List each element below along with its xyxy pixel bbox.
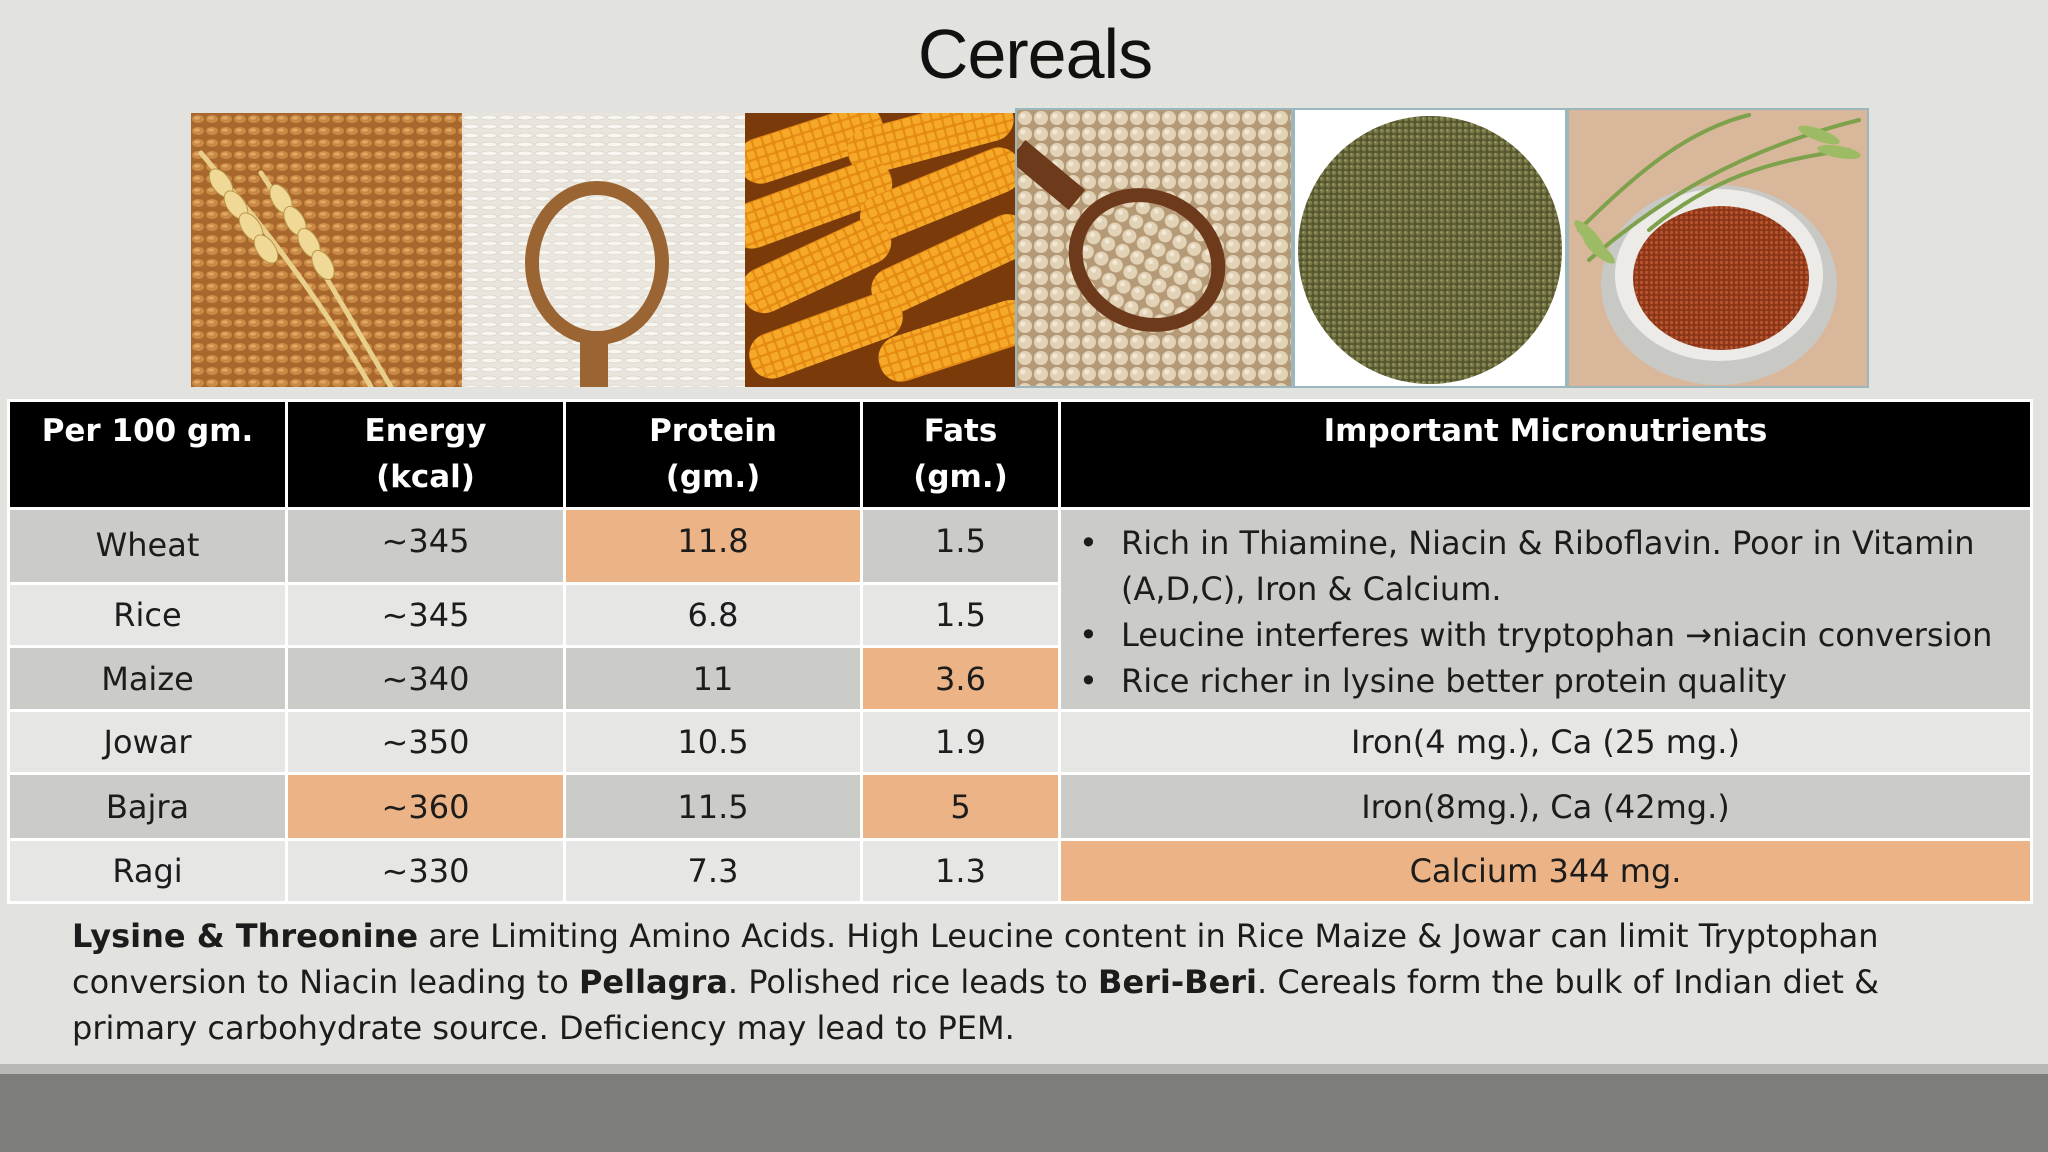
protein-value: 6.8: [563, 582, 863, 648]
micronutrients-list: Rich in Thiamine, Niacin & Riboflavin. P…: [1073, 520, 2010, 704]
footnote-text: . Polished rice leads to: [727, 963, 1099, 1001]
cereal-name: Jowar: [7, 709, 288, 775]
table-row-jowar: Jowar ~350 10.5 1.9 Iron(4 mg.), Ca (25 …: [7, 709, 2033, 775]
protein-value: 11: [563, 645, 863, 712]
fats-value: 1.5: [860, 507, 1061, 585]
cereal-name: Bajra: [7, 772, 288, 841]
micronutrients-value: Calcium 344 mg.: [1058, 838, 2033, 904]
table-row-ragi: Ragi ~330 7.3 1.3 Calcium 344 mg.: [7, 838, 2033, 904]
header-energy-unit: (kcal): [376, 459, 475, 495]
header-energy: Energy (kcal): [285, 399, 566, 510]
footnote-bold-text: Pellagra: [578, 963, 728, 1001]
table-row-wheat: Wheat ~345 11.8 1.5 Rich in Thiamine, Ni…: [7, 507, 2033, 712]
header-protein-unit: (gm.): [665, 459, 761, 495]
ragi-photo: [1567, 108, 1869, 388]
header-protein-label: Protein: [649, 413, 777, 449]
micronutrients-value: Iron(4 mg.), Ca (25 mg.): [1058, 709, 2033, 775]
fats-value: 5: [860, 772, 1061, 841]
fats-value: 1.5: [860, 582, 1061, 648]
header-fats: Fats (gm.): [860, 399, 1061, 510]
protein-value: 7.3: [563, 838, 863, 904]
header-fats-label: Fats: [923, 413, 998, 449]
soybean-photo: [1015, 108, 1293, 388]
cereal-name: Rice: [7, 582, 288, 648]
table-row-maize: Maize ~340 11 3.6: [7, 645, 2032, 712]
maize-photo: [745, 113, 1015, 387]
nutrition-table: Per 100 gm. Energy (kcal) Protein (gm.) Fa…: [7, 399, 2033, 904]
header-fats-unit: (gm.): [913, 459, 1008, 495]
protein-value: 10.5: [563, 709, 863, 775]
footer-band: [0, 1074, 2048, 1152]
header-micronutrients: Important Micronutrients: [1058, 399, 2033, 510]
cereal-name: Ragi: [7, 838, 288, 904]
energy-value: ~350: [285, 709, 566, 775]
cereal-name: Maize: [7, 645, 288, 712]
footnote-text: are Limiting Amino Acids. High Leucine c…: [72, 917, 1879, 1001]
energy-value: ~330: [285, 838, 566, 904]
table-row-rice: Rice ~345 6.8 1.5: [7, 582, 2032, 648]
header-micro-label: Important Micronutrients: [1323, 413, 1768, 449]
micronutrients-value: Iron(8mg.), Ca (42mg.): [1058, 772, 2033, 841]
protein-value: 11.5: [563, 772, 863, 841]
energy-value: ~360: [285, 772, 566, 841]
footnote-bold-text: Beri-Beri: [1098, 963, 1258, 1001]
table-row-bajra: Bajra ~360 11.5 5 Iron(8mg.), Ca (42mg.): [7, 772, 2033, 841]
header-protein: Protein (gm.): [563, 399, 863, 510]
slide-title: Cereals: [917, 15, 1153, 93]
fats-value: 3.6: [860, 645, 1061, 712]
energy-value: ~345: [285, 582, 566, 648]
header-row: Per 100 gm. Energy (kcal) Protein (gm.) Fa…: [7, 399, 2033, 510]
footer-stripe: [0, 1064, 2048, 1074]
bullet-item: Leucine interferes with tryptophan →niac…: [1073, 612, 2010, 658]
rice-photo: [462, 113, 745, 387]
bullet-item: Rice richer in lysine better protein qua…: [1073, 658, 2010, 704]
wheat-photo: [191, 113, 462, 387]
header-per-label: Per 100 gm.: [41, 413, 254, 449]
footnote-text: . Cereals form the bulk of Indian diet &…: [72, 963, 1880, 1047]
energy-value: ~345: [285, 507, 566, 585]
fats-value: 1.9: [860, 709, 1061, 775]
header-per-100gm: Per 100 gm.: [7, 399, 288, 510]
footnote-bold-text: Lysine & Threonine: [72, 917, 419, 955]
energy-value: ~340: [285, 645, 566, 712]
bullet-item: Rich in Thiamine, Niacin & Riboflavin. P…: [1073, 520, 2010, 612]
protein-value: 11.8: [563, 507, 863, 585]
bajra-photo: [1293, 108, 1567, 388]
cereal-name: Wheat: [7, 507, 288, 585]
fats-value: 1.3: [860, 838, 1061, 904]
micronutrients-bullets: Rich in Thiamine, Niacin & Riboflavin. P…: [1058, 507, 2033, 712]
header-energy-label: Energy: [364, 413, 487, 449]
footnote-paragraph: Lysine & Threonine are Limiting Amino Ac…: [72, 913, 1992, 1051]
